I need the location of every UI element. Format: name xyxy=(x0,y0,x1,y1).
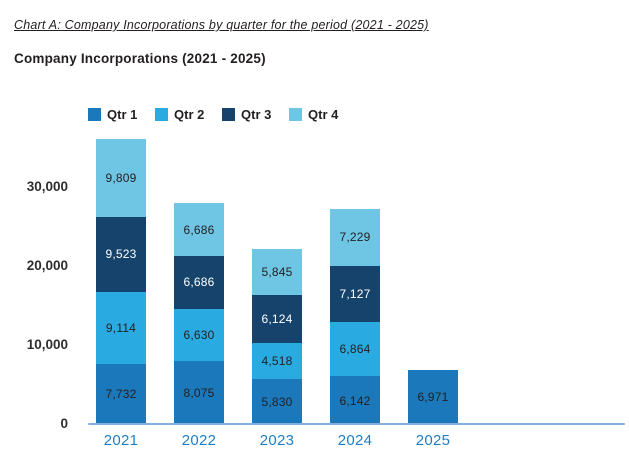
bar-segment-2023-qtr-2: 4,518 xyxy=(252,343,302,379)
x-axis-label-2023: 2023 xyxy=(259,432,295,449)
legend-item-qtr-4: Qtr 4 xyxy=(289,107,356,122)
legend-swatch-icon xyxy=(88,108,101,121)
legend-label: Qtr 3 xyxy=(241,107,272,122)
bar-segment-2022-qtr-4: 6,686 xyxy=(174,203,224,256)
bar-segment-2022-qtr-1: 8,075 xyxy=(174,361,224,425)
bar-segment-2023-qtr-4: 5,845 xyxy=(252,248,302,295)
y-axis-tick-label: 30,000 xyxy=(26,179,68,194)
chart-legend: Qtr 1 Qtr 2 Qtr 3 Qtr 4 xyxy=(88,107,356,122)
bar-segment-2024-qtr-1: 6,142 xyxy=(330,376,380,425)
x-axis-label-2024: 2024 xyxy=(337,432,373,449)
bar-segment-2021-qtr-3: 9,523 xyxy=(96,216,146,292)
legend-swatch-icon xyxy=(289,108,302,121)
legend-label: Qtr 2 xyxy=(174,107,205,122)
legend-swatch-icon xyxy=(155,108,168,121)
bar-value-label: 7,229 xyxy=(339,230,371,245)
bar-value-label: 9,523 xyxy=(105,247,137,262)
y-axis-tick-label: 10,000 xyxy=(26,337,68,352)
legend-item-qtr-1: Qtr 1 xyxy=(88,107,155,122)
bar-value-label: 6,864 xyxy=(339,342,371,357)
bar-value-label: 9,809 xyxy=(105,170,137,185)
bar-segment-2024-qtr-3: 7,127 xyxy=(330,265,380,323)
bar-segment-2022-qtr-3: 6,686 xyxy=(174,256,224,309)
bar-value-label: 7,127 xyxy=(339,287,371,302)
legend-item-qtr-3: Qtr 3 xyxy=(222,107,289,122)
bar-value-label: 6,686 xyxy=(183,222,215,237)
bar-value-label: 9,114 xyxy=(105,320,137,335)
legend-swatch-icon xyxy=(222,108,235,121)
legend-item-qtr-2: Qtr 2 xyxy=(155,107,222,122)
bar-segment-2025-qtr-1: 6,971 xyxy=(408,369,458,425)
x-axis-label-2025: 2025 xyxy=(415,432,451,449)
y-axis-tick-label: 0 xyxy=(60,416,68,431)
bar-segment-2021-qtr-2: 9,114 xyxy=(96,291,146,364)
x-axis-label-2022: 2022 xyxy=(181,432,217,449)
bar-value-label: 4,518 xyxy=(261,354,293,369)
bar-segment-2024-qtr-2: 6,864 xyxy=(330,322,380,377)
bar-segment-2022-qtr-2: 6,630 xyxy=(174,308,224,362)
y-axis-tick-label: 20,000 xyxy=(26,258,68,273)
bar-value-label: 6,630 xyxy=(183,328,215,343)
bar-value-label: 6,124 xyxy=(261,312,293,327)
bar-value-label: 6,142 xyxy=(339,393,371,408)
bar-segment-2023-qtr-3: 6,124 xyxy=(252,294,302,344)
bar-segment-2024-qtr-4: 7,229 xyxy=(330,208,380,266)
bar-value-label: 6,686 xyxy=(183,275,215,290)
bar-segment-2021-qtr-1: 7,732 xyxy=(96,363,146,425)
bar-value-label: 5,845 xyxy=(261,264,293,279)
chart-caption: Chart A: Company Incorporations by quart… xyxy=(14,18,429,32)
x-axis-label-2021: 2021 xyxy=(103,432,139,449)
legend-label: Qtr 4 xyxy=(308,107,339,122)
bar-segment-2021-qtr-4: 9,809 xyxy=(96,139,146,217)
bar-value-label: 6,971 xyxy=(417,390,449,405)
bar-segment-2023-qtr-1: 5,830 xyxy=(252,378,302,425)
bar-value-label: 5,830 xyxy=(261,394,293,409)
x-axis-line xyxy=(88,423,625,425)
legend-label: Qtr 1 xyxy=(107,107,138,122)
bar-value-label: 7,732 xyxy=(105,387,137,402)
bar-value-label: 8,075 xyxy=(183,386,215,401)
chart-title: Company Incorporations (2021 - 2025) xyxy=(14,51,266,66)
